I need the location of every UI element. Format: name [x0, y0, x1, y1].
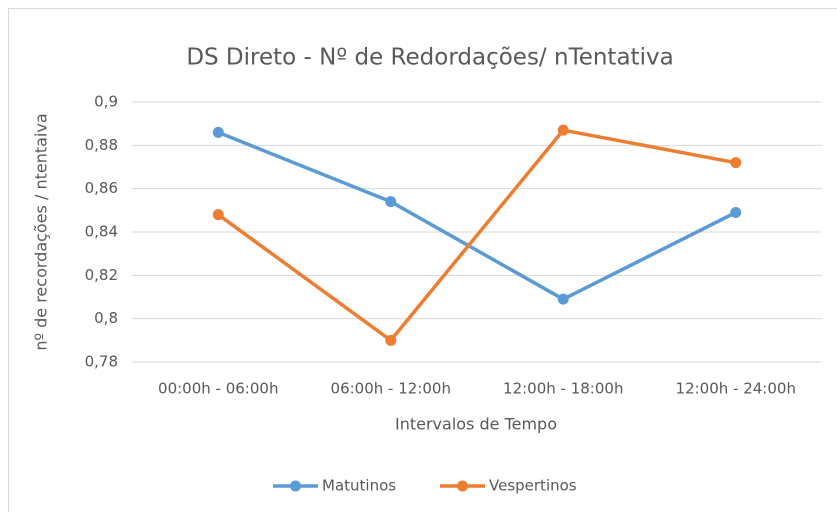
legend-label: Matutinos [322, 477, 396, 495]
legend-marker [290, 480, 301, 492]
data-point [212, 209, 224, 221]
y-tick-label: 0,9 [94, 93, 118, 111]
x-tick-label: 06:00h - 12:00h [331, 380, 451, 398]
x-tick-label: 00:00h - 06:00h [158, 380, 278, 398]
y-tick-label: 0,82 [85, 266, 118, 284]
y-tick-label: 0,8 [94, 309, 118, 327]
data-point [557, 293, 569, 305]
data-point [730, 157, 742, 169]
y-tick-label: 0,78 [85, 353, 118, 371]
data-point [385, 196, 397, 208]
x-tick-label: 12:00h - 18:00h [503, 380, 623, 398]
chart-title: DS Direto - Nº de Redordações/ nTentativ… [186, 45, 673, 71]
legend-label: Vespertinos [489, 477, 577, 495]
y-tick-label: 0,88 [85, 136, 118, 154]
y-tick-label: 0,84 [85, 223, 118, 241]
series-line [217, 130, 737, 301]
data-point [730, 207, 742, 218]
x-tick-label: 12:00h - 24:00h [676, 380, 796, 398]
series-line [217, 128, 737, 343]
legend-marker [457, 480, 468, 492]
y-tick-label: 0,86 [85, 179, 118, 197]
data-point [212, 126, 224, 138]
x-axis-label: Intervalos de Tempo [395, 415, 557, 434]
y-axis-label: nº de recordações / ntentaiva [32, 113, 51, 350]
data-point [385, 334, 397, 346]
data-point [557, 124, 569, 136]
chart-border [8, 8, 837, 512]
